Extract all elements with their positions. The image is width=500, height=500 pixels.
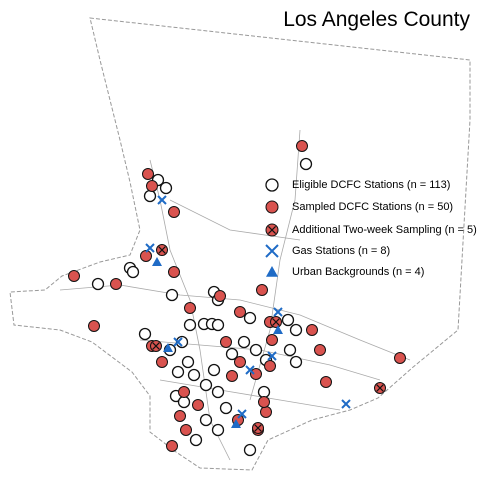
sampled-station [88,320,100,332]
gas-station [245,365,255,375]
eligible-station [211,318,225,332]
sampled-station [234,356,246,368]
gas-station [157,195,167,205]
eligible-station [91,277,105,291]
eligible-station [138,327,152,341]
gas-station [173,337,183,347]
eligible-station [211,385,225,399]
eligible-station [207,363,221,377]
urban-background [152,257,162,266]
gas-station [341,399,351,409]
urban-background [273,325,283,334]
two-week-cross [158,246,166,254]
sampled-station [264,360,276,372]
sampled-station [265,200,279,214]
sampled-station [260,406,272,418]
sampled-station [394,352,406,364]
eligible-station [199,413,213,427]
gas-station [267,351,277,361]
eligible-station [249,343,263,357]
eligible-station [189,433,203,447]
sampled-station [140,250,152,262]
eligible-station [289,355,303,369]
sampled-station [226,370,238,382]
legend-label: Gas Stations (n = 8) [292,245,390,257]
eligible-station [177,395,191,409]
eligible-station [257,385,271,399]
county-outline [9,17,471,471]
gas-station [265,244,279,258]
urban-background [163,343,173,352]
eligible-station [143,189,157,203]
sampled-station [214,290,226,302]
sampled-station [142,168,154,180]
eligible-station [299,157,313,171]
sampled-station [192,399,204,411]
eligible-station [289,323,303,337]
two-week-cross [272,318,280,326]
two-week-cross [152,342,160,350]
eligible-station [211,423,225,437]
sampled-station [314,344,326,356]
sampled-station [220,336,232,348]
urban-background [231,419,241,428]
markers [68,140,406,457]
eligible-station [183,318,197,332]
eligible-station [283,343,297,357]
legend: Eligible DCFC Stations (n = 113) Sampled … [265,178,477,278]
sampled-station [306,324,318,336]
eligible-station [243,311,257,325]
gas-station [145,243,155,253]
map-title: Los Angeles County [283,8,470,31]
sampled-station [180,424,192,436]
eligible-station [159,181,173,195]
sampled-station [250,368,262,380]
eligible-station [126,265,140,279]
sampled-station [146,180,158,192]
eligible-station [237,335,251,349]
legend-label: Urban Backgrounds (n = 4) [292,266,424,278]
sampled-station [234,306,246,318]
gas-station [237,409,247,419]
sampled-station [184,302,196,314]
sampled-station [156,356,168,368]
legend-label: Eligible DCFC Stations (n = 113) [292,179,450,191]
eligible-station [219,401,233,415]
legend-label: Additional Two-week Sampling (n = 5) [292,224,477,236]
eligible-station [243,443,257,457]
eligible-station [225,347,239,361]
sampled-station [174,410,186,422]
eligible-station [265,178,279,192]
legend-label: Sampled DCFC Stations (n = 50) [292,201,453,213]
sampled-station [68,270,80,282]
urban-background [266,266,278,277]
sampled-station [178,386,190,398]
sampled-station [168,206,180,218]
eligible-station [199,378,213,392]
two-week-cross [376,384,384,392]
sampled-station [266,334,278,346]
sampled-station [296,140,308,152]
eligible-station [165,288,179,302]
two-week-cross [267,225,277,235]
eligible-station [175,335,189,349]
gas-station [273,307,283,317]
eligible-station [187,368,201,382]
sampled-station [256,284,268,296]
sampled-station [320,376,332,388]
sampled-station [258,396,270,408]
eligible-station [181,355,195,369]
eligible-station [171,365,185,379]
eligible-station [281,313,295,327]
sampled-station [166,440,178,452]
sampled-station [168,266,180,278]
two-week-cross [254,424,262,432]
sampled-station [110,278,122,290]
